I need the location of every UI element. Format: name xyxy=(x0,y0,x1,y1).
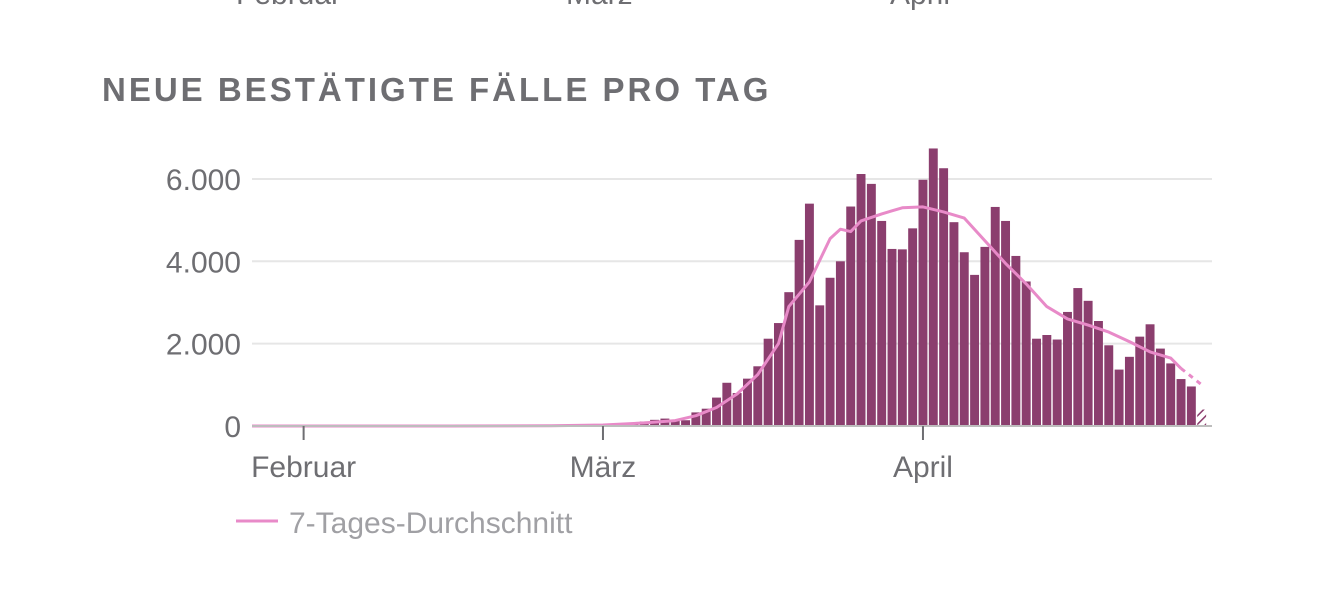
bar-2020-03-22 xyxy=(815,305,825,426)
bar-2020-04-23 xyxy=(1145,324,1155,426)
bar-2020-03-30 xyxy=(897,249,907,426)
bar-2020-03-21 xyxy=(804,203,814,426)
bar-2020-04-03 xyxy=(939,168,949,426)
bar-2020-03-18 xyxy=(773,323,783,426)
bar-partial-2020-04-28 xyxy=(1197,409,1207,426)
bar-2020-04-08 xyxy=(990,206,1000,426)
x-axis: Februar März April xyxy=(251,425,1212,484)
daily-bars xyxy=(598,148,1207,426)
bar-2020-03-29 xyxy=(887,248,897,426)
bar-2020-03-25 xyxy=(846,206,856,426)
bar-2020-03-10 xyxy=(691,412,701,426)
bar-2020-04-12 xyxy=(1032,338,1041,426)
fragment-label-maerz: März xyxy=(566,0,633,12)
grid-lines xyxy=(252,177,1212,345)
y-tick-label-2: 4.000 xyxy=(166,246,241,279)
bar-2020-03-13 xyxy=(722,382,732,426)
x-tick-label-2: April xyxy=(893,451,953,484)
bar-2020-03-28 xyxy=(877,220,887,426)
bar-2020-03-14 xyxy=(732,393,742,426)
y-tick-label-1: 2.000 xyxy=(166,329,241,362)
bar-2020-04-22 xyxy=(1135,336,1145,426)
bar-2020-04-15 xyxy=(1063,311,1072,426)
average-line xyxy=(252,205,1183,428)
bar-2020-04-01 xyxy=(918,179,928,426)
bar-2020-04-16 xyxy=(1073,288,1083,426)
bar-2020-03-26 xyxy=(856,174,866,426)
y-axis-tick-labels: 0 2.000 4.000 6.000 xyxy=(166,164,241,444)
bar-2020-03-24 xyxy=(835,261,845,426)
bar-2020-03-31 xyxy=(908,228,918,426)
bar-2020-04-25 xyxy=(1166,363,1176,426)
bar-2020-04-10 xyxy=(1011,255,1021,426)
bar-2020-04-14 xyxy=(1052,339,1062,426)
bar-2020-04-11 xyxy=(1021,281,1031,426)
bar-2020-04-24 xyxy=(1155,348,1165,426)
bar-2020-03-15 xyxy=(743,378,752,426)
x-tick-label-1: März xyxy=(570,451,637,484)
fragment-label-februar: Februar xyxy=(236,0,341,12)
bar-2020-04-09 xyxy=(1001,220,1011,426)
y-tick-label-0: 0 xyxy=(224,411,241,444)
bar-2020-04-06 xyxy=(970,274,980,426)
bar-2020-04-02 xyxy=(928,148,938,426)
bar-2020-04-26 xyxy=(1176,379,1186,426)
bar-2020-04-05 xyxy=(959,252,969,426)
chart-title: NEUE BESTÄTIGTE FÄLLE PRO TAG xyxy=(102,71,772,108)
bar-2020-04-04 xyxy=(949,222,959,426)
bar-2020-03-08 xyxy=(670,419,680,426)
bar-2020-03-17 xyxy=(763,338,773,426)
legend-label-7-tages-durchschnitt: 7-Tages-Durchschnitt xyxy=(289,507,573,540)
bar-2020-04-20 xyxy=(1114,369,1124,426)
bar-2020-04-19 xyxy=(1104,345,1114,426)
bar-2020-04-07 xyxy=(980,246,990,426)
bar-2020-04-18 xyxy=(1093,321,1103,426)
bar-2020-03-16 xyxy=(753,366,763,426)
seven-day-average-line xyxy=(252,205,1203,428)
bar-2020-03-11 xyxy=(701,408,711,426)
bar-2020-03-19 xyxy=(784,292,794,426)
bar-2020-04-17 xyxy=(1083,300,1093,426)
previous-chart-axis-fragment: Februar März April xyxy=(0,0,1333,11)
bar-2020-03-27 xyxy=(866,183,876,426)
bar-2020-03-09 xyxy=(681,420,691,426)
bar-2020-03-20 xyxy=(794,239,804,426)
bar-2020-04-27 xyxy=(1186,386,1196,426)
bar-2020-04-13 xyxy=(1042,335,1052,426)
average-line-dashed-tail xyxy=(1180,367,1203,386)
y-tick-label-3: 6.000 xyxy=(166,164,241,197)
legend: 7-Tages-Durchschnitt xyxy=(236,507,573,540)
x-tick-label-0: Februar xyxy=(251,451,356,484)
bar-2020-03-12 xyxy=(712,397,721,426)
bar-2020-04-21 xyxy=(1124,356,1134,426)
bar-2020-03-23 xyxy=(825,277,835,426)
fragment-label-april: April xyxy=(890,0,950,12)
